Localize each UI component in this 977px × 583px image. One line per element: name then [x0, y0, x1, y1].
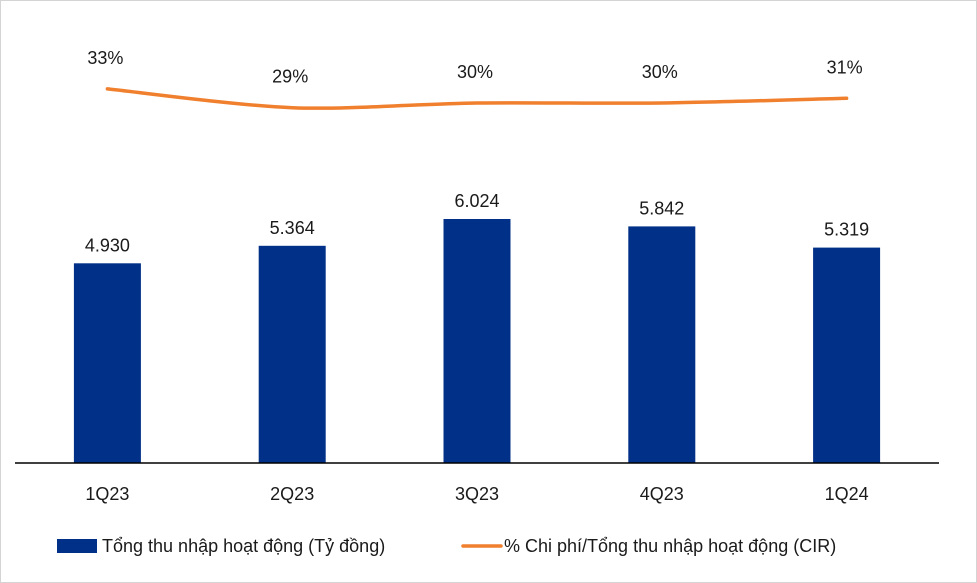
x-tick-label: 4Q23	[640, 484, 684, 504]
bar-2q23	[258, 245, 326, 463]
bar-value-label: 5.842	[639, 198, 684, 218]
x-tick-label: 2Q23	[270, 484, 314, 504]
bar-4q23	[628, 226, 696, 463]
x-tick-label: 3Q23	[455, 484, 499, 504]
line-value-label: 30%	[457, 62, 493, 82]
bar-value-label: 5.364	[270, 218, 315, 238]
cir-line	[105, 87, 849, 110]
bar-value-label: 4.930	[85, 235, 130, 255]
line-value-label: 30%	[642, 62, 678, 82]
bar-1q23	[73, 263, 141, 463]
x-tick-label: 1Q23	[85, 484, 129, 504]
x-tick-label: 1Q24	[825, 484, 869, 504]
bar-value-label: 6.024	[454, 191, 499, 211]
legend-swatch-bars	[57, 539, 97, 553]
line-value-label: 33%	[87, 48, 123, 68]
bar-3q23	[443, 219, 511, 463]
bar-1q24	[813, 247, 881, 463]
line-value-label: 29%	[272, 67, 308, 87]
bar-value-label: 5.319	[824, 220, 869, 240]
line-value-label: 31%	[827, 57, 863, 77]
legend-label-bars: Tổng thu nhập hoạt động (Tỷ đồng)	[102, 536, 385, 556]
legend-label-line: % Chi phí/Tổng thu nhập hoạt động (CIR)	[504, 536, 836, 556]
